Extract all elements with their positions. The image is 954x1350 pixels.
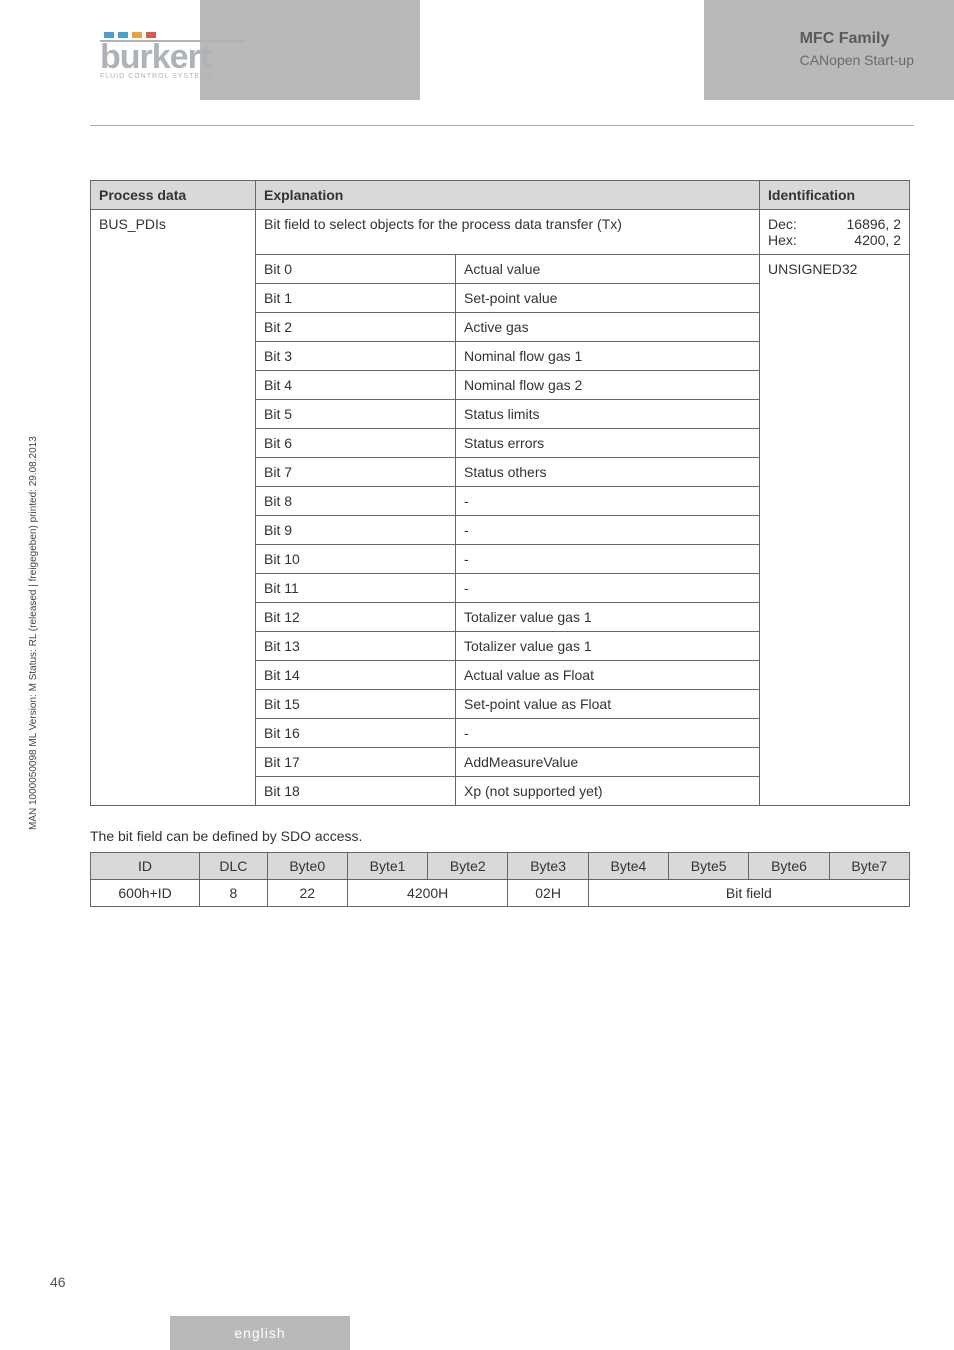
sdo-th: Byte3 bbox=[508, 853, 588, 880]
th-identification: Identification bbox=[760, 181, 910, 210]
bit-desc: Totalizer value gas 1 bbox=[456, 603, 760, 632]
sdo-byte0: 22 bbox=[267, 880, 347, 907]
bit-desc: Nominal flow gas 1 bbox=[456, 342, 760, 371]
header-divider bbox=[90, 125, 914, 126]
sdo-th: Byte6 bbox=[749, 853, 829, 880]
process-name: BUS_PDIs bbox=[91, 210, 256, 806]
bit-name: Bit 15 bbox=[256, 690, 456, 719]
id-codes: Dec: 16896, 2 Hex: 4200, 2 bbox=[760, 210, 910, 255]
bit-desc: - bbox=[456, 516, 760, 545]
bit-desc: Status others bbox=[456, 458, 760, 487]
sdo-th: Byte7 bbox=[829, 853, 909, 880]
bit-desc: - bbox=[456, 574, 760, 603]
bit-desc: Set-point value as Float bbox=[456, 690, 760, 719]
sdo-bitfield: Bit field bbox=[588, 880, 909, 907]
bit-name: Bit 16 bbox=[256, 719, 456, 748]
bit-desc: Xp (not supported yet) bbox=[456, 777, 760, 806]
th-process: Process data bbox=[91, 181, 256, 210]
bit-name: Bit 18 bbox=[256, 777, 456, 806]
bit-name: Bit 3 bbox=[256, 342, 456, 371]
main-content: Process data Explanation Identification … bbox=[90, 180, 910, 907]
bit-name: Bit 10 bbox=[256, 545, 456, 574]
bit-desc: - bbox=[456, 487, 760, 516]
sdo-byte12: 4200H bbox=[347, 880, 508, 907]
sdo-th: ID bbox=[91, 853, 200, 880]
id-hex-label: Hex: bbox=[768, 232, 797, 248]
bit-name: Bit 2 bbox=[256, 313, 456, 342]
th-explanation: Explanation bbox=[256, 181, 760, 210]
sdo-th: Byte2 bbox=[428, 853, 508, 880]
side-metadata: MAN 1000050098 ML Version: M Status: RL … bbox=[28, 436, 39, 830]
bit-name: Bit 8 bbox=[256, 487, 456, 516]
sdo-intro-text: The bit field can be defined by SDO acce… bbox=[90, 828, 910, 844]
id-dec-label: Dec: bbox=[768, 216, 797, 232]
bit-desc: Actual value as Float bbox=[456, 661, 760, 690]
bit-name: Bit 11 bbox=[256, 574, 456, 603]
id-dec-val: 16896, 2 bbox=[847, 216, 902, 232]
bit-desc: Status limits bbox=[456, 400, 760, 429]
logo-text: burkert bbox=[100, 42, 270, 73]
bit-name: Bit 12 bbox=[256, 603, 456, 632]
explanation-text: Bit field to select objects for the proc… bbox=[256, 210, 760, 255]
bit-name: Bit 4 bbox=[256, 371, 456, 400]
sdo-id: 600h+ID bbox=[91, 880, 200, 907]
logo-subtext: FLUID CONTROL SYSTEMS bbox=[100, 73, 270, 80]
sdo-byte3: 02H bbox=[508, 880, 588, 907]
bit-name: Bit 7 bbox=[256, 458, 456, 487]
sdo-dlc: 8 bbox=[200, 880, 267, 907]
bit-name: Bit 13 bbox=[256, 632, 456, 661]
bit-desc: Totalizer value gas 1 bbox=[456, 632, 760, 661]
sdo-th: DLC bbox=[200, 853, 267, 880]
bit-name: Bit 5 bbox=[256, 400, 456, 429]
sdo-th: Byte4 bbox=[588, 853, 668, 880]
bit-name: Bit 0 bbox=[256, 255, 456, 284]
sdo-th: Byte5 bbox=[669, 853, 749, 880]
logo: burkert FLUID CONTROL SYSTEMS bbox=[100, 32, 270, 80]
sdo-table: IDDLCByte0Byte1Byte2Byte3Byte4Byte5Byte6… bbox=[90, 852, 910, 907]
doc-section: CANopen Start-up bbox=[800, 52, 914, 68]
bit-desc: Status errors bbox=[456, 429, 760, 458]
footer-language: english bbox=[170, 1316, 350, 1350]
id-hex-val: 4200, 2 bbox=[854, 232, 901, 248]
bit-name: Bit 1 bbox=[256, 284, 456, 313]
bit-name: Bit 14 bbox=[256, 661, 456, 690]
bit-name: Bit 6 bbox=[256, 429, 456, 458]
bit-desc: AddMeasureValue bbox=[456, 748, 760, 777]
bit-desc: Set-point value bbox=[456, 284, 760, 313]
bit-desc: Nominal flow gas 2 bbox=[456, 371, 760, 400]
page-number: 46 bbox=[50, 1274, 66, 1290]
sdo-th: Byte0 bbox=[267, 853, 347, 880]
header-right: MFC Family CANopen Start-up bbox=[800, 30, 914, 68]
id-type: UNSIGNED32 bbox=[760, 255, 910, 806]
bit-desc: - bbox=[456, 719, 760, 748]
header-bar: burkert FLUID CONTROL SYSTEMS MFC Family… bbox=[0, 0, 954, 120]
bit-name: Bit 9 bbox=[256, 516, 456, 545]
process-data-table: Process data Explanation Identification … bbox=[90, 180, 910, 806]
sdo-th: Byte1 bbox=[347, 853, 427, 880]
bit-name: Bit 17 bbox=[256, 748, 456, 777]
bit-desc: - bbox=[456, 545, 760, 574]
bit-desc: Active gas bbox=[456, 313, 760, 342]
doc-family: MFC Family bbox=[800, 30, 914, 48]
bit-desc: Actual value bbox=[456, 255, 760, 284]
